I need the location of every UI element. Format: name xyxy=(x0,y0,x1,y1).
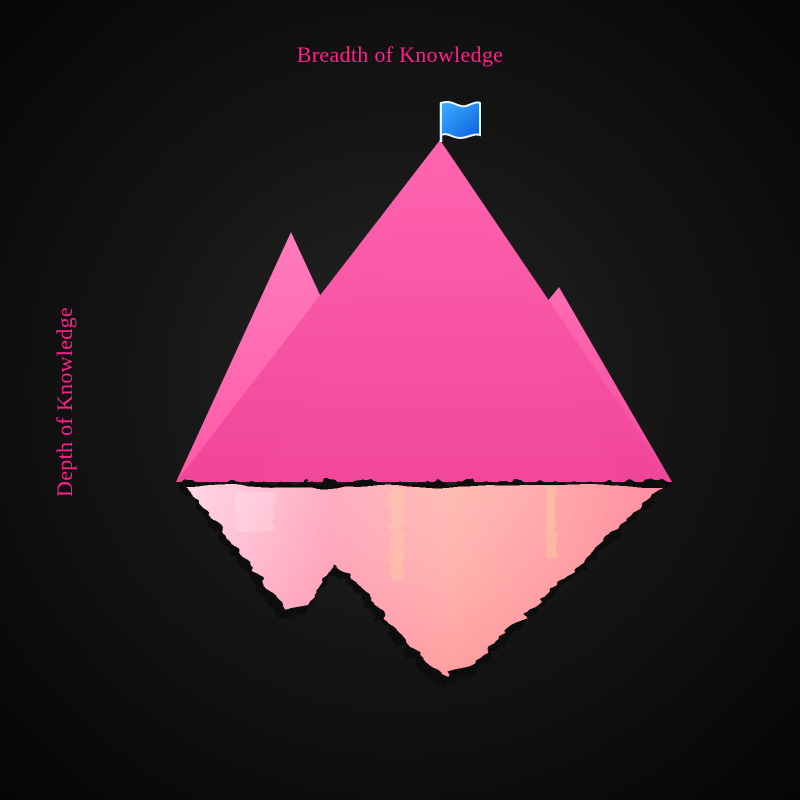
left-peak xyxy=(176,232,350,482)
main-peak-shade xyxy=(260,140,620,482)
mountains xyxy=(176,140,672,482)
main-peak xyxy=(176,140,672,482)
flag-icon xyxy=(439,101,481,142)
breadth-of-knowledge-label: Breadth of Knowledge xyxy=(296,42,504,67)
reflection-inner xyxy=(186,486,662,676)
